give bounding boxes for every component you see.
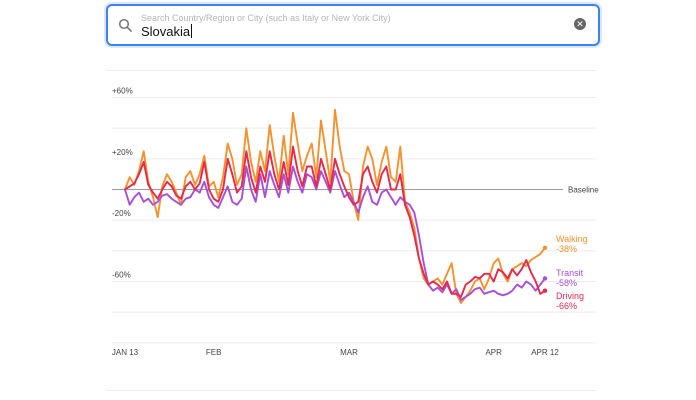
search-icon (118, 18, 132, 32)
bottom-divider (106, 390, 596, 391)
transit-label: Transit (556, 268, 584, 278)
y-tick-label: +20% (112, 148, 133, 157)
text-caret (191, 24, 193, 38)
x-tick-label: APR 12 (531, 348, 559, 357)
walking-end-point (542, 245, 548, 250)
y-tick-label: -60% (112, 271, 131, 280)
transit-series-line (124, 165, 546, 301)
x-tick-label: FEB (206, 348, 222, 357)
x-tick-label: JAN 13 (112, 348, 139, 357)
driving-end-point (542, 288, 548, 293)
y-tick-label: -20% (112, 209, 131, 218)
baseline-label: Baseline (568, 186, 599, 195)
walking-label: Walking (556, 234, 588, 244)
x-tick-label: APR (485, 348, 502, 357)
transit-value-label: -58% (556, 278, 577, 288)
y-tick-label: +60% (112, 87, 133, 96)
driving-label: Driving (556, 291, 584, 301)
driving-series-line (124, 145, 546, 298)
driving-value-label: -66% (556, 301, 577, 311)
search-box[interactable]: Search Country/Region or City (such as I… (106, 4, 600, 46)
search-placeholder: Search Country/Region or City (such as I… (141, 13, 391, 23)
x-tick-label: MAR (340, 348, 358, 357)
walking-series-line (124, 108, 546, 304)
search-value-text: Slovakia (141, 24, 191, 39)
top-divider (106, 70, 596, 71)
clear-icon[interactable]: ✕ (574, 18, 586, 30)
search-input[interactable]: Slovakia (141, 24, 193, 39)
transit-end-point (542, 276, 548, 281)
walking-value-label: -38% (556, 244, 577, 254)
